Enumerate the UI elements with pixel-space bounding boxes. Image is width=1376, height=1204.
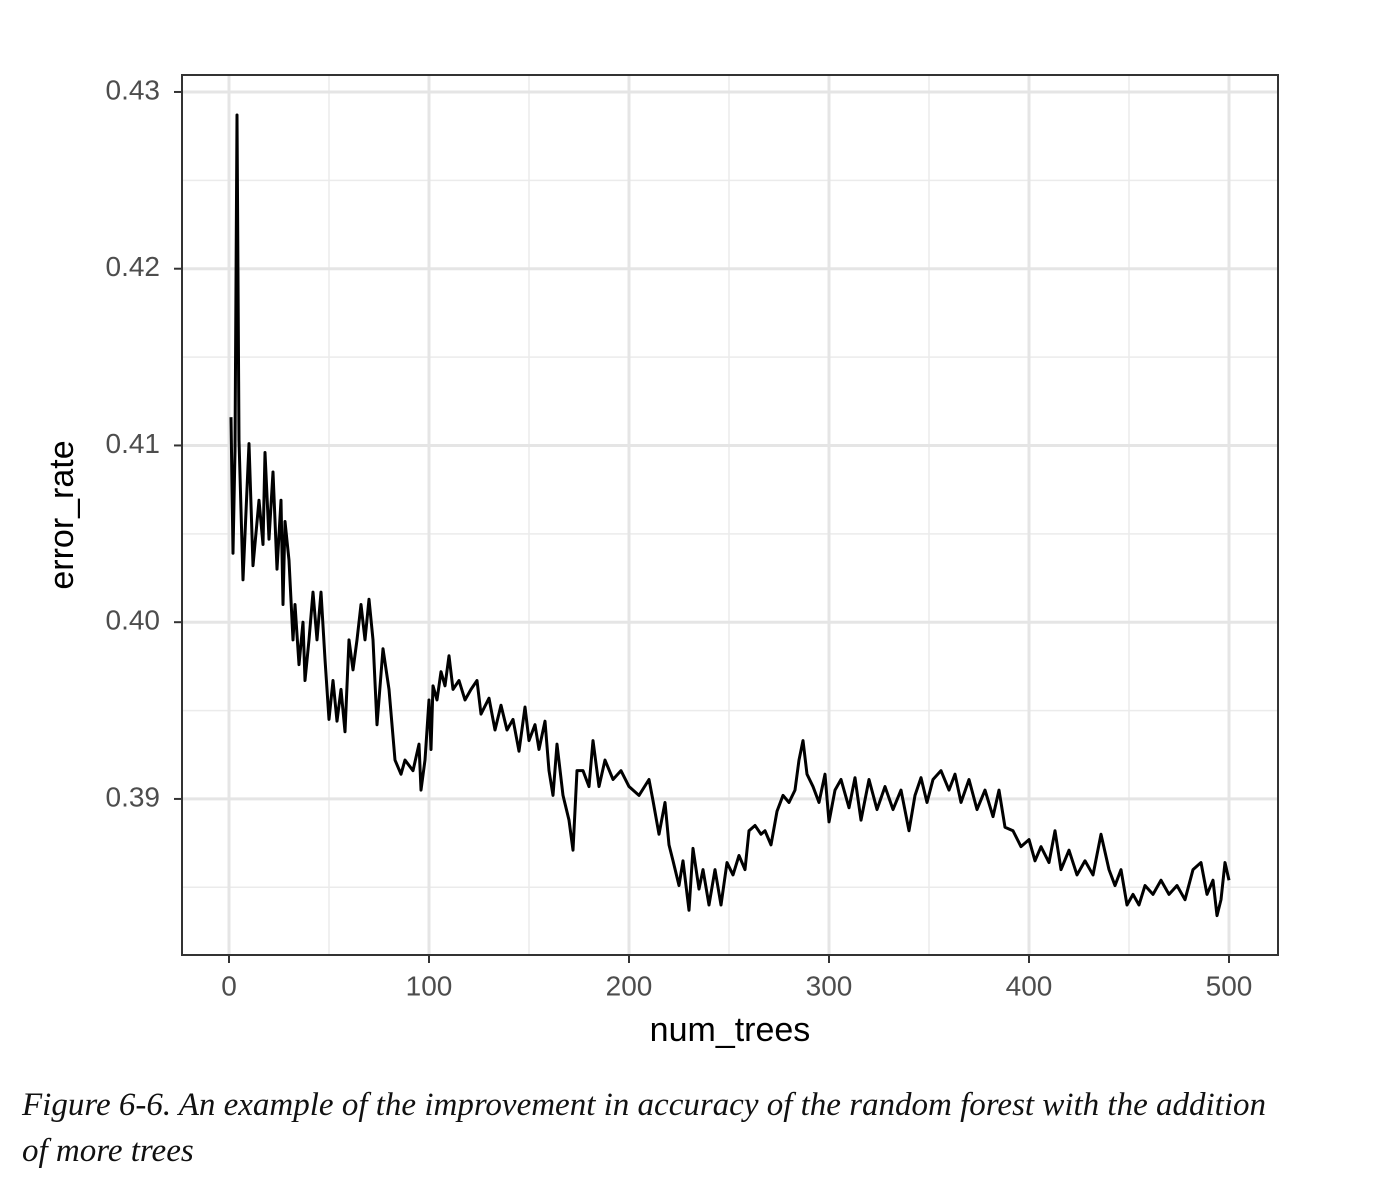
x-tick-label: 300 [806,970,853,1001]
y-tick-label: 0.40 [106,605,161,636]
marks [229,113,1231,918]
x-tick-label: 0 [221,970,237,1001]
chart: num_trees error_rate 0.39 0.40 0.41 0.42 0.4… [43,74,1279,1049]
x-tick-label: 500 [1206,970,1253,1001]
y-axis-title: error_rate [43,440,81,589]
y-tick-label: 0.41 [106,428,161,459]
x-tick-label: 200 [606,970,653,1001]
x-tick-label: 400 [1006,970,1053,1001]
grid [182,75,1278,955]
y-tick-label: 0.39 [106,781,161,812]
x-tick-label: 100 [406,970,453,1001]
figure-caption: Figure 6-6. An example of the improvemen… [22,1087,1266,1169]
y-tick-label: 0.43 [106,74,161,105]
x-axis-title: num_trees [650,1011,811,1049]
panel-border [181,74,1279,956]
y-tick-label: 0.42 [106,251,161,282]
error-line [229,113,1231,918]
